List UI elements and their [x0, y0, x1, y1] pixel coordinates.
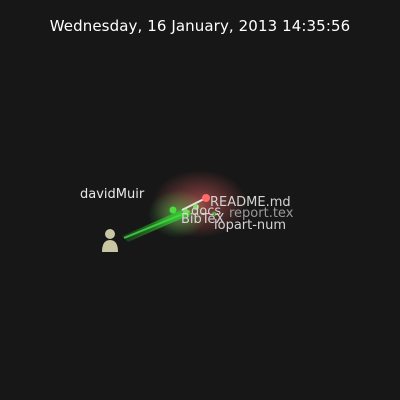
date-caption: Wednesday, 16 January, 2013 14:35:56: [49, 17, 351, 35]
file-node-bibtex[interactable]: [183, 209, 189, 215]
file-label-docs: docs: [191, 204, 222, 219]
file-link-line: [181, 197, 207, 211]
file-node-docs[interactable]: [193, 204, 199, 210]
user-name-label: davidMuir: [80, 187, 145, 202]
file-node-report[interactable]: [211, 211, 217, 217]
file-label-bibtex: BibTeX: [181, 212, 225, 227]
person-avatar-icon[interactable]: [102, 229, 118, 252]
file-label-lopart: lopart-num: [214, 218, 287, 233]
file-node-readme[interactable]: [202, 194, 210, 202]
file-label-report: report.tex: [229, 206, 294, 221]
file-node-lopart[interactable]: [169, 206, 177, 214]
file-label-readme: README.md: [210, 195, 291, 210]
commit-beam-line: [123, 210, 191, 239]
